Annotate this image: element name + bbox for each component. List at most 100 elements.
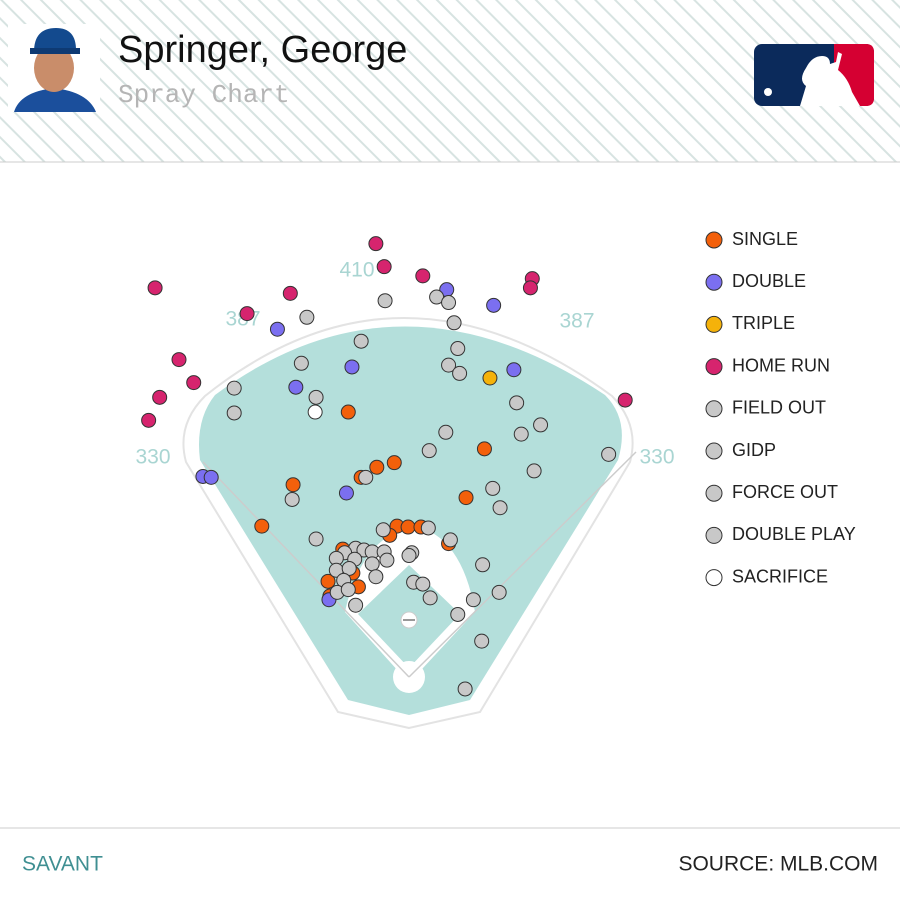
legend-marker — [705, 442, 723, 460]
hit-point — [491, 584, 507, 600]
hit-point — [186, 375, 202, 391]
hit-point — [344, 359, 360, 375]
hit-point — [203, 469, 219, 485]
hit-point — [522, 280, 538, 296]
hit-point — [450, 341, 466, 357]
hit-point — [458, 490, 474, 506]
legend-label: DOUBLE PLAY — [732, 524, 856, 544]
hit-point — [441, 295, 457, 311]
hit-point — [465, 592, 481, 608]
hit-point — [450, 606, 466, 622]
legend-label: GIDP — [732, 440, 776, 460]
hit-point — [526, 463, 542, 479]
hit-point — [476, 441, 492, 457]
hit-point — [368, 569, 384, 585]
hit-point — [601, 446, 617, 462]
hit-point — [338, 485, 354, 501]
hit-point — [269, 321, 285, 337]
hit-point — [617, 392, 633, 408]
mlb-logo — [754, 44, 874, 106]
distance-label: 387 — [559, 310, 594, 333]
hit-point — [513, 426, 529, 442]
legend-label: SINGLE — [732, 229, 798, 249]
legend-marker — [705, 315, 723, 333]
hit-point — [282, 285, 298, 301]
hit-point — [475, 557, 491, 573]
hit-point — [239, 306, 255, 322]
hit-point — [415, 268, 431, 284]
hit-point — [474, 633, 490, 649]
hit-point — [226, 405, 242, 421]
legend-label: HOME RUN — [732, 355, 830, 375]
footer-brand: SAVANT — [22, 853, 103, 876]
header-bg — [0, 0, 900, 162]
hit-point — [457, 681, 473, 697]
hit-point — [147, 280, 163, 296]
hit-point — [368, 236, 384, 252]
hit-point — [340, 404, 356, 420]
hit-point — [442, 532, 458, 548]
legend-marker — [705, 569, 723, 587]
player-photo — [8, 24, 100, 112]
hit-point — [421, 443, 437, 459]
hit-point — [506, 362, 522, 378]
distance-label: 410 — [339, 259, 374, 282]
hit-point — [485, 480, 501, 496]
hit-point — [452, 365, 468, 381]
hit-point — [415, 576, 431, 592]
legend-marker — [705, 273, 723, 291]
player-name: Springer, George — [118, 29, 407, 71]
legend-label: SACRIFICE — [732, 566, 828, 586]
hit-point — [226, 380, 242, 396]
hit-point — [441, 357, 457, 373]
legend-marker — [705, 484, 723, 502]
legend-marker — [705, 400, 723, 418]
legend-marker — [705, 358, 723, 376]
hit-point — [422, 590, 438, 606]
hit-point — [358, 469, 374, 485]
hit-point — [152, 389, 168, 405]
hit-point — [376, 259, 392, 275]
hit-point — [288, 379, 304, 395]
legend-label: FIELD OUT — [732, 398, 826, 418]
legend-marker — [705, 231, 723, 249]
hit-point — [293, 355, 309, 371]
hit-point — [486, 297, 502, 313]
hit-point — [438, 424, 454, 440]
hit-point — [369, 459, 385, 475]
hit-point — [254, 518, 270, 534]
subtitle: Spray Chart — [118, 80, 290, 110]
hit-point — [353, 333, 369, 349]
hit-point — [285, 477, 301, 493]
legend-marker — [705, 526, 723, 544]
footer-source: SOURCE: MLB.COM — [678, 853, 878, 876]
hit-point — [482, 370, 498, 386]
hit-point — [340, 582, 356, 598]
hit-point — [446, 315, 462, 331]
hit-point — [307, 404, 323, 420]
hit-point — [509, 395, 525, 411]
hit-point — [420, 520, 436, 536]
hit-point — [308, 389, 324, 405]
hit-point — [492, 500, 508, 516]
hit-point — [171, 352, 187, 368]
legend-label: DOUBLE — [732, 271, 806, 291]
legend-label: FORCE OUT — [732, 482, 838, 502]
hit-point — [299, 309, 315, 325]
hit-point — [348, 597, 364, 613]
hit-point — [386, 455, 402, 471]
hit-point — [401, 548, 417, 564]
distance-label: 330 — [639, 446, 674, 469]
hit-point — [400, 519, 416, 535]
legend-label: TRIPLE — [732, 313, 795, 333]
hit-point — [308, 531, 324, 547]
hit-point — [364, 556, 380, 572]
hit-point — [375, 522, 391, 538]
hit-point — [320, 573, 336, 589]
hit-point — [284, 491, 300, 507]
distance-label: 330 — [135, 446, 170, 469]
hit-point — [379, 552, 395, 568]
hit-point — [141, 412, 157, 428]
